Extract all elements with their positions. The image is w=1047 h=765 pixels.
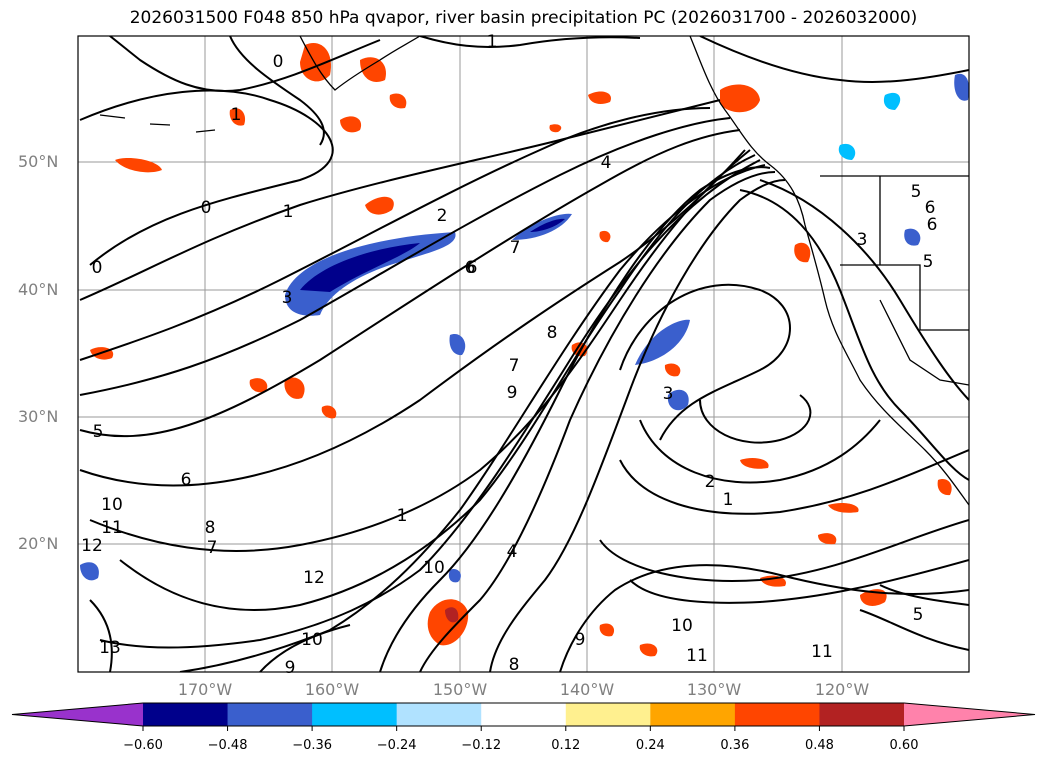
colorbar-tick-label: −0.12 <box>461 738 502 753</box>
contour-label: 9 <box>507 383 518 403</box>
colorbar-tick-label: −0.48 <box>207 738 248 753</box>
contour-label: 5 <box>93 422 104 442</box>
contour-label: 1 <box>487 32 498 52</box>
contour-label: 1 <box>283 202 294 222</box>
contour-label: 5 <box>923 252 934 272</box>
colorbar-swatch <box>312 703 398 726</box>
contour-label: 6 <box>925 198 936 218</box>
contour-label: 1 <box>723 490 734 510</box>
contour-label: 0 <box>92 258 103 278</box>
lon-label-160w: 160°W <box>304 680 360 699</box>
colorbar-swatch <box>227 703 313 726</box>
map-title: 2026031500 F048 850 hPa qvapor, river ba… <box>129 8 918 28</box>
contour-label: 10 <box>671 616 693 636</box>
contour-label: 12 <box>303 568 325 588</box>
colorbar-tick-label: 0.60 <box>889 738 919 753</box>
colorbar-tick-label: 0.36 <box>720 738 750 753</box>
colorbar-tick-label: −0.36 <box>292 738 333 753</box>
lon-label-140w: 140°W <box>559 680 615 699</box>
contour-label: 7 <box>509 356 520 376</box>
contour-label: 9 <box>575 630 586 650</box>
colorbar-tick-label: −0.24 <box>376 738 417 753</box>
lon-label-150w: 150°W <box>432 680 488 699</box>
lon-label-120w: 120°W <box>814 680 870 699</box>
lon-label-130w: 130°W <box>686 680 742 699</box>
precip-fill <box>80 43 969 657</box>
contour-label: 6 <box>927 215 938 235</box>
contour-label: 4 <box>601 153 612 173</box>
contour-label: 7 <box>510 238 521 258</box>
contour-label: 7 <box>207 538 218 558</box>
contour-label: 11 <box>101 518 123 538</box>
colorbar-swatch <box>481 703 567 726</box>
contour-label: 12 <box>81 536 103 556</box>
colorbar-swatch <box>734 703 820 726</box>
contour-label: 6 <box>465 258 476 278</box>
map-background <box>78 36 969 672</box>
contour-label: 8 <box>205 518 216 538</box>
lat-label-50n: 50°N <box>18 152 59 171</box>
contour-label: 11 <box>811 642 833 662</box>
contour-label: 5 <box>911 182 922 202</box>
contour-label: 10 <box>101 495 123 515</box>
contour-label: 0 <box>201 198 212 218</box>
contour-label: 1 <box>397 506 408 526</box>
lat-label-40n: 40°N <box>18 280 59 299</box>
contour-label: 2 <box>705 472 716 492</box>
contour-label: 5 <box>913 605 924 625</box>
contour-label: 0 <box>273 52 284 72</box>
contour-label: 10 <box>423 558 445 578</box>
colorbar-swatch <box>650 703 736 726</box>
contour-label: 13 <box>99 638 121 658</box>
colorbar-swatch <box>819 703 905 726</box>
coastlines <box>99 36 969 506</box>
colorbar-tick-label: 0.24 <box>635 738 665 753</box>
colorbar-extend-low <box>12 703 143 726</box>
graticule <box>78 36 969 672</box>
contour-label: 8 <box>509 655 520 675</box>
lat-label-30n: 30°N <box>18 407 59 426</box>
colorbar-tick-label: 0.48 <box>804 738 834 753</box>
contour-label: 3 <box>663 384 674 404</box>
colorbar-swatch <box>143 703 229 726</box>
colorbar <box>11 702 1036 731</box>
contour-label: 2 <box>437 206 448 226</box>
colorbar-swatch <box>565 703 651 726</box>
contour-label: 6 <box>467 258 478 278</box>
colorbar-tick-label: 0.12 <box>551 738 581 753</box>
colorbar-tick-label: −0.60 <box>123 738 163 753</box>
lon-label-170w: 170°W <box>177 680 233 699</box>
contour-label: 3 <box>857 230 868 250</box>
lat-label-20n: 20°N <box>18 534 59 553</box>
contour-label: 3 <box>282 288 293 308</box>
contour-label: 11 <box>686 646 708 666</box>
contour-label: 1 <box>231 105 242 125</box>
contour-label: 6 <box>181 470 192 490</box>
colorbar-extend-high <box>904 703 1035 726</box>
qvapor-contours <box>79 36 969 672</box>
contour-label: 9 <box>285 658 296 678</box>
contour-label: 4 <box>507 542 518 562</box>
contour-label: 8 <box>547 323 558 343</box>
contour-label: 10 <box>301 630 323 650</box>
map-frame <box>77 35 970 673</box>
colorbar-swatch <box>396 703 482 726</box>
